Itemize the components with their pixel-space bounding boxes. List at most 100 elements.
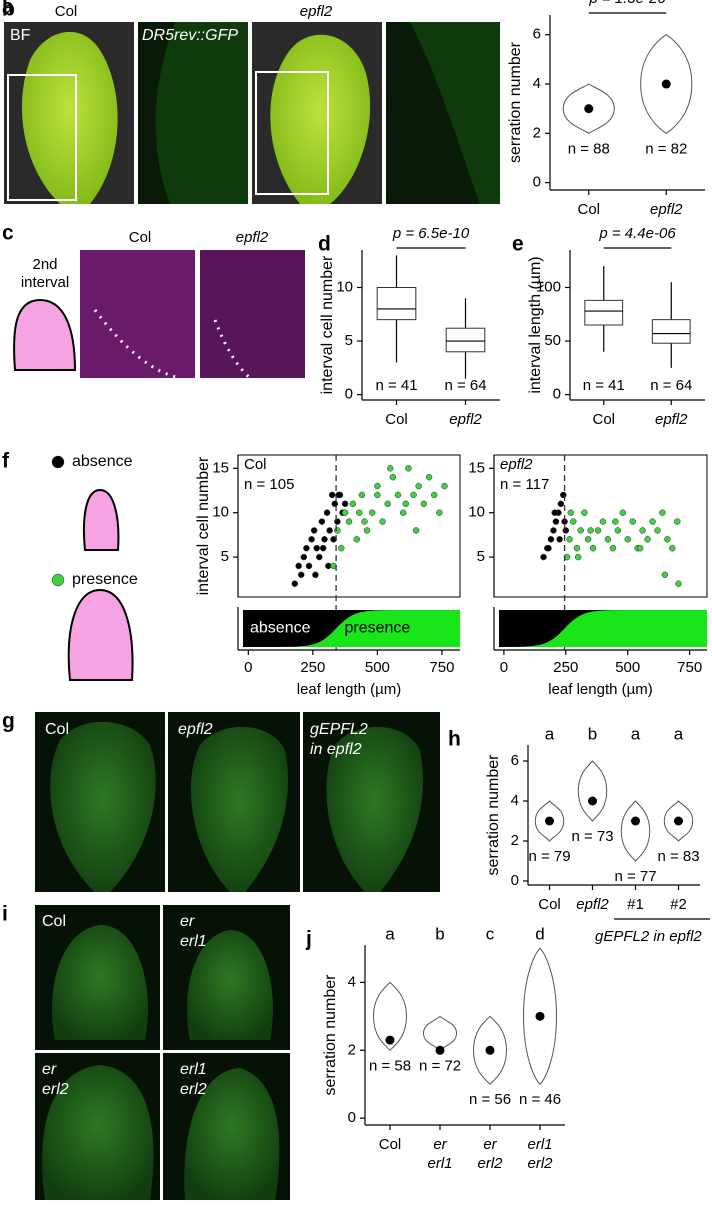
x-tick-label: epfl2 — [655, 411, 688, 428]
point — [379, 518, 386, 525]
point — [341, 500, 349, 508]
n-label: n = 56 — [469, 1091, 511, 1108]
n-label: n = 64 — [444, 377, 486, 394]
y-tick-label: 5 — [345, 332, 353, 349]
y-tick-label: 4 — [533, 75, 541, 92]
point — [577, 527, 584, 534]
panel-f: f — [2, 450, 134, 681]
point — [394, 491, 402, 499]
point — [295, 562, 302, 570]
point — [326, 527, 333, 534]
point — [363, 527, 371, 534]
leaf — [410, 22, 500, 204]
box — [376, 287, 417, 321]
point — [420, 500, 428, 508]
point — [540, 553, 547, 561]
panel-c: c 2nd interval Col epfl2 — [2, 222, 305, 380]
point — [659, 509, 666, 516]
n-label: n = 117 — [500, 476, 549, 493]
point — [412, 527, 420, 534]
image-label: epfl2 — [236, 229, 269, 246]
point — [644, 536, 651, 543]
y-tick-label: 5 — [477, 548, 485, 565]
leaf — [184, 1068, 280, 1200]
point — [410, 491, 417, 499]
point — [318, 518, 326, 525]
point — [334, 518, 341, 525]
n-label: n = 41 — [375, 377, 417, 394]
band-label: presence — [344, 620, 410, 637]
panel-letter: a — [2, 0, 14, 19]
y-tick-label: 10 — [212, 504, 229, 521]
point — [669, 544, 676, 552]
point — [574, 553, 582, 561]
n-label: n = 58 — [369, 1057, 411, 1074]
x-tick-label: er — [483, 1136, 497, 1153]
panel-letter: i — [2, 903, 8, 926]
image-label: gEPFL2 — [310, 721, 368, 738]
p-value: p = 6.5e-10 — [392, 225, 470, 242]
group-label: gEPFL2 in epfl2 — [595, 928, 702, 945]
point — [609, 544, 617, 552]
n-label: n = 82 — [645, 140, 687, 157]
point — [545, 544, 552, 552]
panel-letter: c — [2, 222, 14, 245]
x-tick-label: 750 — [429, 659, 454, 676]
point — [399, 509, 407, 516]
x-tick-label: epfl2 — [449, 411, 482, 428]
x-tick-label: 750 — [677, 659, 702, 676]
point — [331, 500, 339, 508]
mean-point — [535, 1011, 545, 1021]
point — [664, 536, 671, 543]
image-label: Col — [45, 721, 69, 738]
point — [552, 518, 560, 525]
point — [589, 544, 597, 552]
mean-point — [584, 104, 594, 114]
image-label: Col — [42, 913, 66, 930]
point — [430, 491, 438, 499]
group-letter: d — [535, 924, 544, 943]
image-label: epfl2 — [178, 721, 213, 738]
violin — [534, 800, 565, 842]
point — [614, 527, 622, 534]
y-tick-label: 4 — [348, 973, 356, 990]
image — [80, 250, 195, 378]
y-tick-label: 5 — [221, 548, 229, 565]
point — [319, 544, 327, 552]
x-tick-label: 0 — [500, 659, 508, 676]
point — [303, 544, 310, 552]
box — [651, 319, 691, 344]
image-label: Col — [129, 229, 152, 246]
y-tick-label: 100 — [536, 278, 561, 295]
y-axis-label: interval cell number — [319, 255, 336, 394]
leaf — [326, 726, 424, 892]
n-label: n = 88 — [568, 140, 610, 157]
y-axis-label: serration number — [322, 974, 339, 1096]
point — [356, 509, 363, 516]
point — [368, 509, 376, 516]
point — [353, 536, 360, 543]
violin — [522, 947, 558, 1085]
violin — [372, 981, 408, 1051]
image-label: er — [180, 913, 195, 930]
point — [566, 536, 573, 543]
x-tick-label: erl1 — [527, 1136, 552, 1153]
leaf — [186, 930, 274, 1040]
y-tick-label: 0 — [511, 872, 519, 889]
box — [584, 299, 624, 326]
x-tick-label: Col — [592, 411, 615, 428]
p-value: p = 1.3e-26 — [588, 0, 666, 7]
point — [402, 500, 410, 508]
mean-point — [631, 816, 640, 826]
point — [312, 571, 319, 579]
n-label: n = 105 — [244, 476, 294, 493]
point — [587, 527, 594, 534]
point — [310, 527, 318, 534]
point — [560, 491, 567, 499]
x-tick-label: 0 — [244, 659, 252, 676]
point — [374, 482, 381, 490]
mean-point — [545, 816, 554, 826]
group-letter: c — [486, 924, 495, 943]
x-tick-label: Col — [379, 1136, 402, 1153]
panel-title: Col — [244, 456, 267, 473]
